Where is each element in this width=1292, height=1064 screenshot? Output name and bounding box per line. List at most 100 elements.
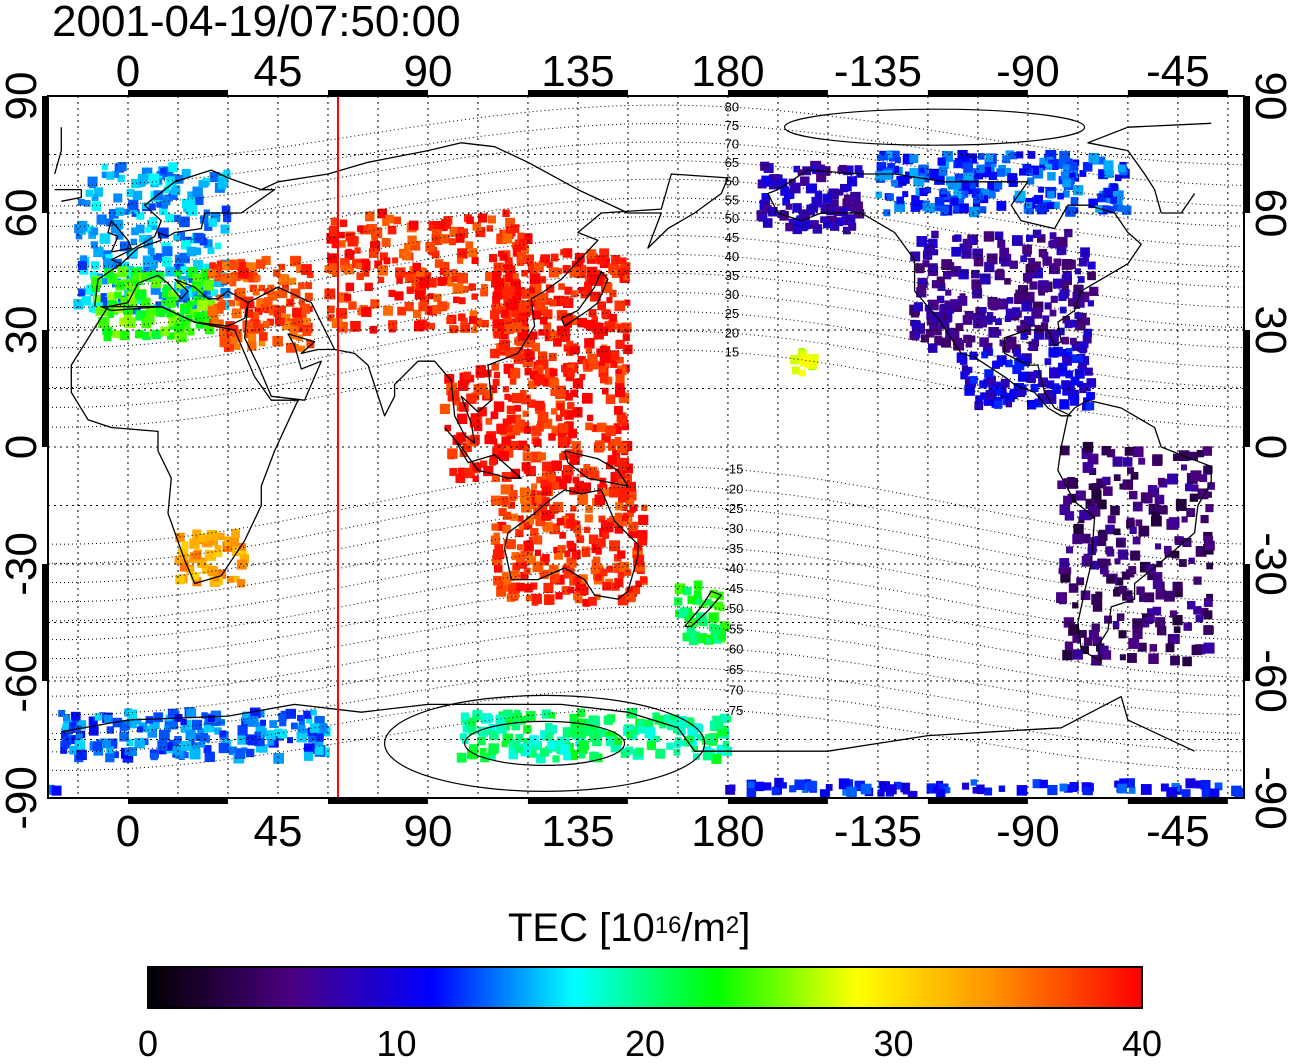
colorbar-tick-label: 30 xyxy=(873,1023,914,1064)
lat-tick-label-right: -30 xyxy=(1246,532,1292,596)
contour-label: -25 xyxy=(725,501,744,516)
tec-region xyxy=(674,580,730,646)
axis-ticks: 0 45 90 135 180 -135 -90 -450 45 90 135 180 -135 -90-… xyxy=(0,47,1292,856)
lon-tick-label-bottom: 90 xyxy=(403,807,452,856)
lat-tick-label-right: 30 xyxy=(1246,306,1292,355)
contour-line xyxy=(48,123,1243,186)
colorbar-tick-label: 40 xyxy=(1121,1023,1163,1064)
contour-label: 25 xyxy=(725,306,739,321)
contour-label: 80 xyxy=(725,99,739,114)
tec-region xyxy=(909,228,1099,354)
magnetic-latitude-labels: 80 75 70 65 60 55 50 45 40 35 30 25 20 15 -15 -20 -25 -30… xyxy=(725,99,744,718)
frame-band xyxy=(527,90,628,96)
coastline xyxy=(61,695,1195,752)
coastline xyxy=(560,270,609,327)
map-title: 2001-04-19/07:50:00 xyxy=(52,0,461,46)
colorbar-tick-label: 10 xyxy=(376,1023,417,1064)
tec-region xyxy=(48,777,1244,798)
lon-tick-label-top: -135 xyxy=(834,47,922,96)
frame-band xyxy=(327,90,428,96)
tec-region xyxy=(490,481,649,607)
lat-tick-label-right: 0 xyxy=(1246,435,1292,459)
contour-label: -40 xyxy=(725,561,744,576)
contour-label: -55 xyxy=(725,621,744,636)
coastline xyxy=(503,489,639,600)
lon-tick-label-bottom: 135 xyxy=(541,807,614,856)
tec-map: 80 75 70 65 60 55 50 45 40 35 30 25 20 15 -15 -20 -25 -30… xyxy=(0,47,1292,856)
lat-tick-label-left: 90 xyxy=(0,72,46,121)
colorbar-title: TEC [1016/m2] xyxy=(508,906,751,950)
frame-band xyxy=(42,330,48,447)
contour-line xyxy=(48,586,1243,659)
lat-tick-label-left: -90 xyxy=(0,766,46,830)
contour-line xyxy=(48,708,1243,771)
contour-label: 35 xyxy=(725,268,739,283)
contour-label: 60 xyxy=(725,174,739,189)
contour-label: 30 xyxy=(725,287,739,302)
frame-band xyxy=(327,798,428,804)
lat-tick-label-right: -90 xyxy=(1246,766,1292,830)
frame-band xyxy=(1127,798,1228,804)
lat-tick-label-left: -60 xyxy=(0,649,46,713)
coastline xyxy=(260,142,729,444)
contour-line xyxy=(48,253,1243,329)
frame-band xyxy=(1244,330,1250,447)
contour-line xyxy=(48,565,1243,641)
lat-tick-label-left: -30 xyxy=(0,532,46,596)
auroral-oval-south xyxy=(464,720,626,767)
contour-label: -15 xyxy=(725,462,744,477)
lon-tick-label-top: -90 xyxy=(996,47,1060,96)
lat-tick-label-right: -60 xyxy=(1246,649,1292,713)
lon-tick-label-bottom: 45 xyxy=(254,807,303,856)
lat-tick-label-left: 30 xyxy=(0,306,46,355)
frame-band xyxy=(42,564,48,681)
frame-band xyxy=(127,90,228,96)
contour-line xyxy=(48,272,1243,349)
frame-band xyxy=(927,90,1028,96)
lat-tick-label-left: 60 xyxy=(0,189,46,238)
contour-line xyxy=(48,104,1243,166)
tec-region xyxy=(956,346,1097,411)
coastline xyxy=(767,169,1142,417)
contour-label: -20 xyxy=(725,481,744,496)
colorbar-tick-label: 20 xyxy=(624,1023,666,1064)
frame-band xyxy=(727,798,828,804)
coastline xyxy=(684,590,722,628)
contour-label: 15 xyxy=(725,345,739,360)
frame-band xyxy=(927,798,1028,804)
contour-label: 75 xyxy=(725,118,739,133)
contour-label: -60 xyxy=(725,642,744,657)
coastlines xyxy=(54,122,1245,752)
contour-label: -45 xyxy=(725,581,744,596)
lon-tick-label-top: 90 xyxy=(403,47,452,96)
magnetic-latitude-contours xyxy=(48,104,1243,793)
frame-band xyxy=(1244,96,1250,213)
coastline xyxy=(243,286,336,401)
auroral-oval-north xyxy=(783,108,1086,146)
frame-band xyxy=(527,798,628,804)
lon-tick-label-top: 45 xyxy=(254,47,303,96)
contour-label: -65 xyxy=(725,662,744,677)
lon-tick-label-bottom: -90 xyxy=(996,807,1060,856)
contour-label: 45 xyxy=(725,230,739,245)
contour-label: -50 xyxy=(725,601,744,616)
colorbar xyxy=(147,966,1143,1009)
contour-label: 50 xyxy=(725,211,739,226)
lon-tick-label-bottom: -135 xyxy=(834,807,922,856)
lon-tick-label-top: 0 xyxy=(116,47,140,96)
coastline xyxy=(70,305,299,585)
auroral-oval-south-outer xyxy=(384,694,706,793)
lat-tick-label-right: 90 xyxy=(1246,72,1292,121)
coastline xyxy=(54,122,1212,214)
frame-bands xyxy=(42,90,1250,804)
contour-label: 20 xyxy=(725,325,739,340)
frame-band xyxy=(1127,90,1228,96)
lon-tick-label-bottom: 0 xyxy=(116,807,140,856)
coastline xyxy=(1057,399,1212,663)
contour-label: -30 xyxy=(725,521,744,536)
contour-label: -70 xyxy=(725,682,744,697)
lat-tick-label-right: 60 xyxy=(1246,189,1292,238)
lon-tick-label-bottom: -45 xyxy=(1146,807,1210,856)
coastline xyxy=(107,220,132,253)
frame-band xyxy=(127,798,228,804)
